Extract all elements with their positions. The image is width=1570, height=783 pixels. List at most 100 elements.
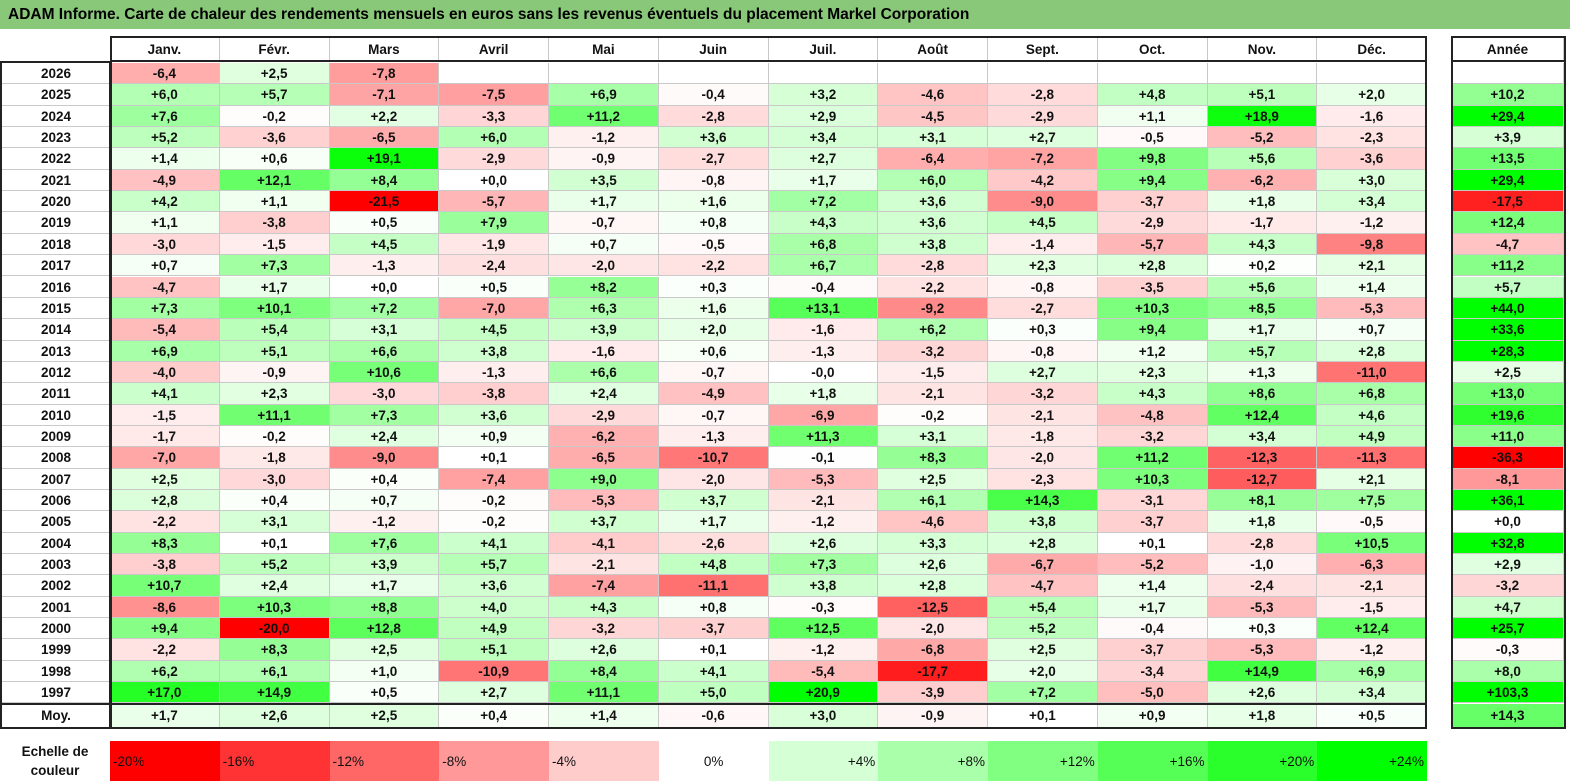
heatmap-cell: -11,1: [658, 575, 769, 597]
annual-cell: +0,0: [1452, 511, 1564, 533]
heatmap-cell: +1,7: [549, 191, 659, 213]
heatmap-cell: +8,4: [329, 169, 440, 192]
heatmap-cell: +3,4: [1317, 682, 1427, 704]
heatmap-cell: -5,3: [1207, 596, 1318, 619]
heatmap-cell: +4,2: [110, 191, 220, 213]
heatmap-cell: +4,3: [1097, 383, 1208, 405]
heatmap-cell: -2,6: [658, 532, 769, 555]
heatmap-cell: -7,0: [110, 447, 220, 469]
legend-label: Echelle de couleur: [21, 744, 89, 778]
heatmap-cell: +1,6: [658, 297, 769, 320]
heatmap-cell: +7,5: [1317, 490, 1427, 512]
year-label: 2026: [2, 63, 110, 85]
color-scale-swatch: -8%: [439, 741, 549, 781]
heatmap-cell: +8,6: [1207, 383, 1318, 405]
heatmap-cell: -0,2: [439, 490, 549, 512]
heatmap-cell: +2,4: [329, 425, 440, 448]
average-cell: +2,6: [219, 703, 330, 728]
annual-cell: +11,0: [1452, 425, 1564, 448]
year-label: 2013: [2, 341, 110, 362]
average-cell: -0,6: [658, 703, 769, 728]
heatmap-cell: -2,1: [878, 383, 988, 405]
color-scale-swatch: -16%: [219, 741, 330, 781]
heatmap-cell: -1,8: [988, 425, 1098, 448]
heatmap-cell: -3,8: [219, 212, 330, 234]
heatmap-cell: +0,7: [329, 490, 440, 512]
heatmap-cell: +19,1: [329, 148, 440, 170]
year-label: 1997: [2, 682, 110, 704]
heatmap-cell: -5,3: [549, 490, 659, 512]
heatmap-cell: -3,0: [110, 233, 220, 256]
heatmap-cell: -5,4: [110, 319, 220, 341]
heatmap-cell: +6,8: [768, 233, 879, 256]
heatmap-cell: -7,4: [549, 575, 659, 597]
month-header: Févr.: [219, 38, 330, 62]
heatmap-cell: +5,1: [439, 639, 549, 661]
heatmap-cell: -5,3: [768, 468, 879, 490]
heatmap-cell: +0,1: [1097, 532, 1208, 555]
heatmap-cell: -1,9: [439, 233, 549, 256]
year-label: 2014: [2, 319, 110, 341]
heatmap-cell: +7,3: [219, 255, 330, 277]
heatmap-cell: +5,1: [219, 340, 330, 362]
heatmap-cell: +3,8: [988, 511, 1098, 533]
heatmap-cell: +2,4: [219, 575, 330, 597]
heatmap-cell: [439, 63, 549, 85]
heatmap-cell: -2,9: [439, 148, 549, 170]
heatmap-cell: +2,0: [658, 319, 769, 341]
heatmap-cell: [878, 63, 988, 85]
heatmap-cell: -0,2: [219, 425, 330, 448]
heatmap-cell: -1,5: [1317, 596, 1427, 619]
heatmap-cell: +7,2: [988, 682, 1098, 704]
heatmap-cell: +2,6: [1207, 682, 1318, 704]
heatmap-cell: +18,9: [1207, 105, 1318, 128]
heatmap-cell: +2,7: [988, 127, 1098, 149]
heatmap-cell: +1,7: [768, 169, 879, 192]
heatmap-cell: -2,9: [549, 404, 659, 426]
heatmap-cell: -1,0: [1207, 554, 1318, 576]
heatmap-cell: +0,8: [658, 596, 769, 619]
heatmap-cell: +2,1: [1317, 255, 1427, 277]
heatmap-cell: -2,8: [1207, 532, 1318, 555]
heatmap-cell: +11,1: [549, 682, 659, 704]
heatmap-cell: -1,8: [219, 447, 330, 469]
heatmap-cell: -4,6: [878, 511, 988, 533]
heatmap-cell: -4,1: [549, 532, 659, 555]
heatmap-cell: [988, 63, 1098, 85]
heatmap-cell: -5,3: [1207, 639, 1318, 661]
heatmap-cell: -3,0: [219, 468, 330, 490]
heatmap-cell: -3,2: [988, 383, 1098, 405]
heatmap-cell: +5,4: [219, 319, 330, 341]
heatmap-cell: +6,7: [768, 255, 879, 277]
heatmap-cell: +7,6: [329, 532, 440, 555]
heatmap-cell: -0,5: [658, 233, 769, 256]
heatmap-cell: -7,5: [439, 84, 549, 106]
heatmap-cell: +5,2: [988, 618, 1098, 640]
heatmap-cell: +2,0: [988, 660, 1098, 683]
heatmap-cell: -0,7: [658, 361, 769, 384]
heatmap-cell: +6,6: [549, 361, 659, 384]
annual-cell: -36,3: [1452, 447, 1564, 469]
annual-cell: +10,2: [1452, 84, 1564, 106]
heatmap-cell: +8,3: [110, 532, 220, 555]
heatmap-cell: -4,9: [658, 383, 769, 405]
average-cell: +1,7: [110, 703, 220, 728]
heatmap-cell: +10,5: [1317, 532, 1427, 555]
heatmap-cell: +1,4: [1317, 276, 1427, 298]
heatmap-cell: +1,8: [768, 383, 879, 405]
month-header: Août: [878, 38, 988, 62]
heatmap-cell: -9,0: [988, 191, 1098, 213]
annual-cell: -4,7: [1452, 233, 1564, 256]
heatmap-cell: +2,5: [988, 639, 1098, 661]
heatmap-cell: -3,9: [878, 682, 988, 704]
heatmap-cell: +2,3: [1097, 361, 1208, 384]
heatmap-cell: -2,9: [988, 105, 1098, 128]
heatmap-cell: -3,2: [1097, 425, 1208, 448]
heatmap-cell: -6,7: [988, 554, 1098, 576]
heatmap-cell: +4,6: [1317, 404, 1427, 426]
heatmap-cell: +3,6: [658, 127, 769, 149]
heatmap-cell: -1,3: [658, 425, 769, 448]
heatmap-cell: -4,7: [988, 575, 1098, 597]
heatmap-cell: -5,2: [1097, 554, 1208, 576]
annual-cell: +13,5: [1452, 148, 1564, 170]
